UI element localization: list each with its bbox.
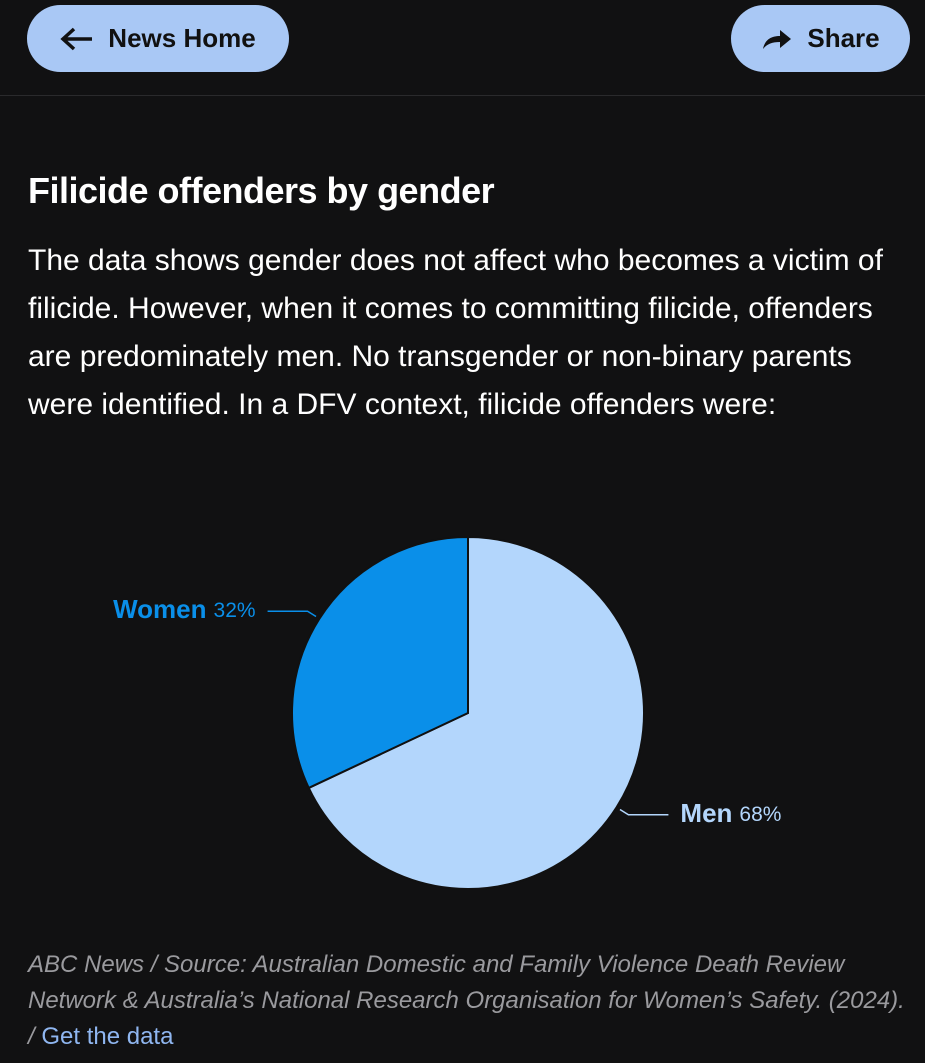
pie-slice xyxy=(291,535,469,790)
source-text: ABC News / Source: Australian Domestic a… xyxy=(28,951,905,1050)
slice-category: Women xyxy=(113,594,206,624)
slice-category: Men xyxy=(680,798,732,828)
share-icon xyxy=(763,29,792,49)
slice-value: 32% xyxy=(214,599,256,622)
chart: Men 68% Women 32% xyxy=(113,535,781,890)
share-label: Share xyxy=(807,23,880,53)
leader-line xyxy=(267,610,317,618)
back-label: News Home xyxy=(108,23,256,53)
divider xyxy=(0,95,925,96)
source: ABC News / Source: Australian Domestic a… xyxy=(28,947,908,1055)
chart-title: Filicide offenders by gender xyxy=(28,170,495,211)
slice-value: 68% xyxy=(739,802,781,825)
chart-subtitle: The data shows gender does not affect wh… xyxy=(28,244,883,421)
leader-line xyxy=(619,808,669,816)
pie-slice xyxy=(307,535,645,890)
back-icon xyxy=(60,27,93,50)
back-button[interactable]: News Home xyxy=(27,5,289,72)
get-data-link[interactable]: Get the data xyxy=(41,1023,174,1050)
slice-label: Women 32% xyxy=(113,594,255,624)
slice-label: Men 68% xyxy=(680,798,781,828)
share-button[interactable]: Share xyxy=(731,5,910,72)
